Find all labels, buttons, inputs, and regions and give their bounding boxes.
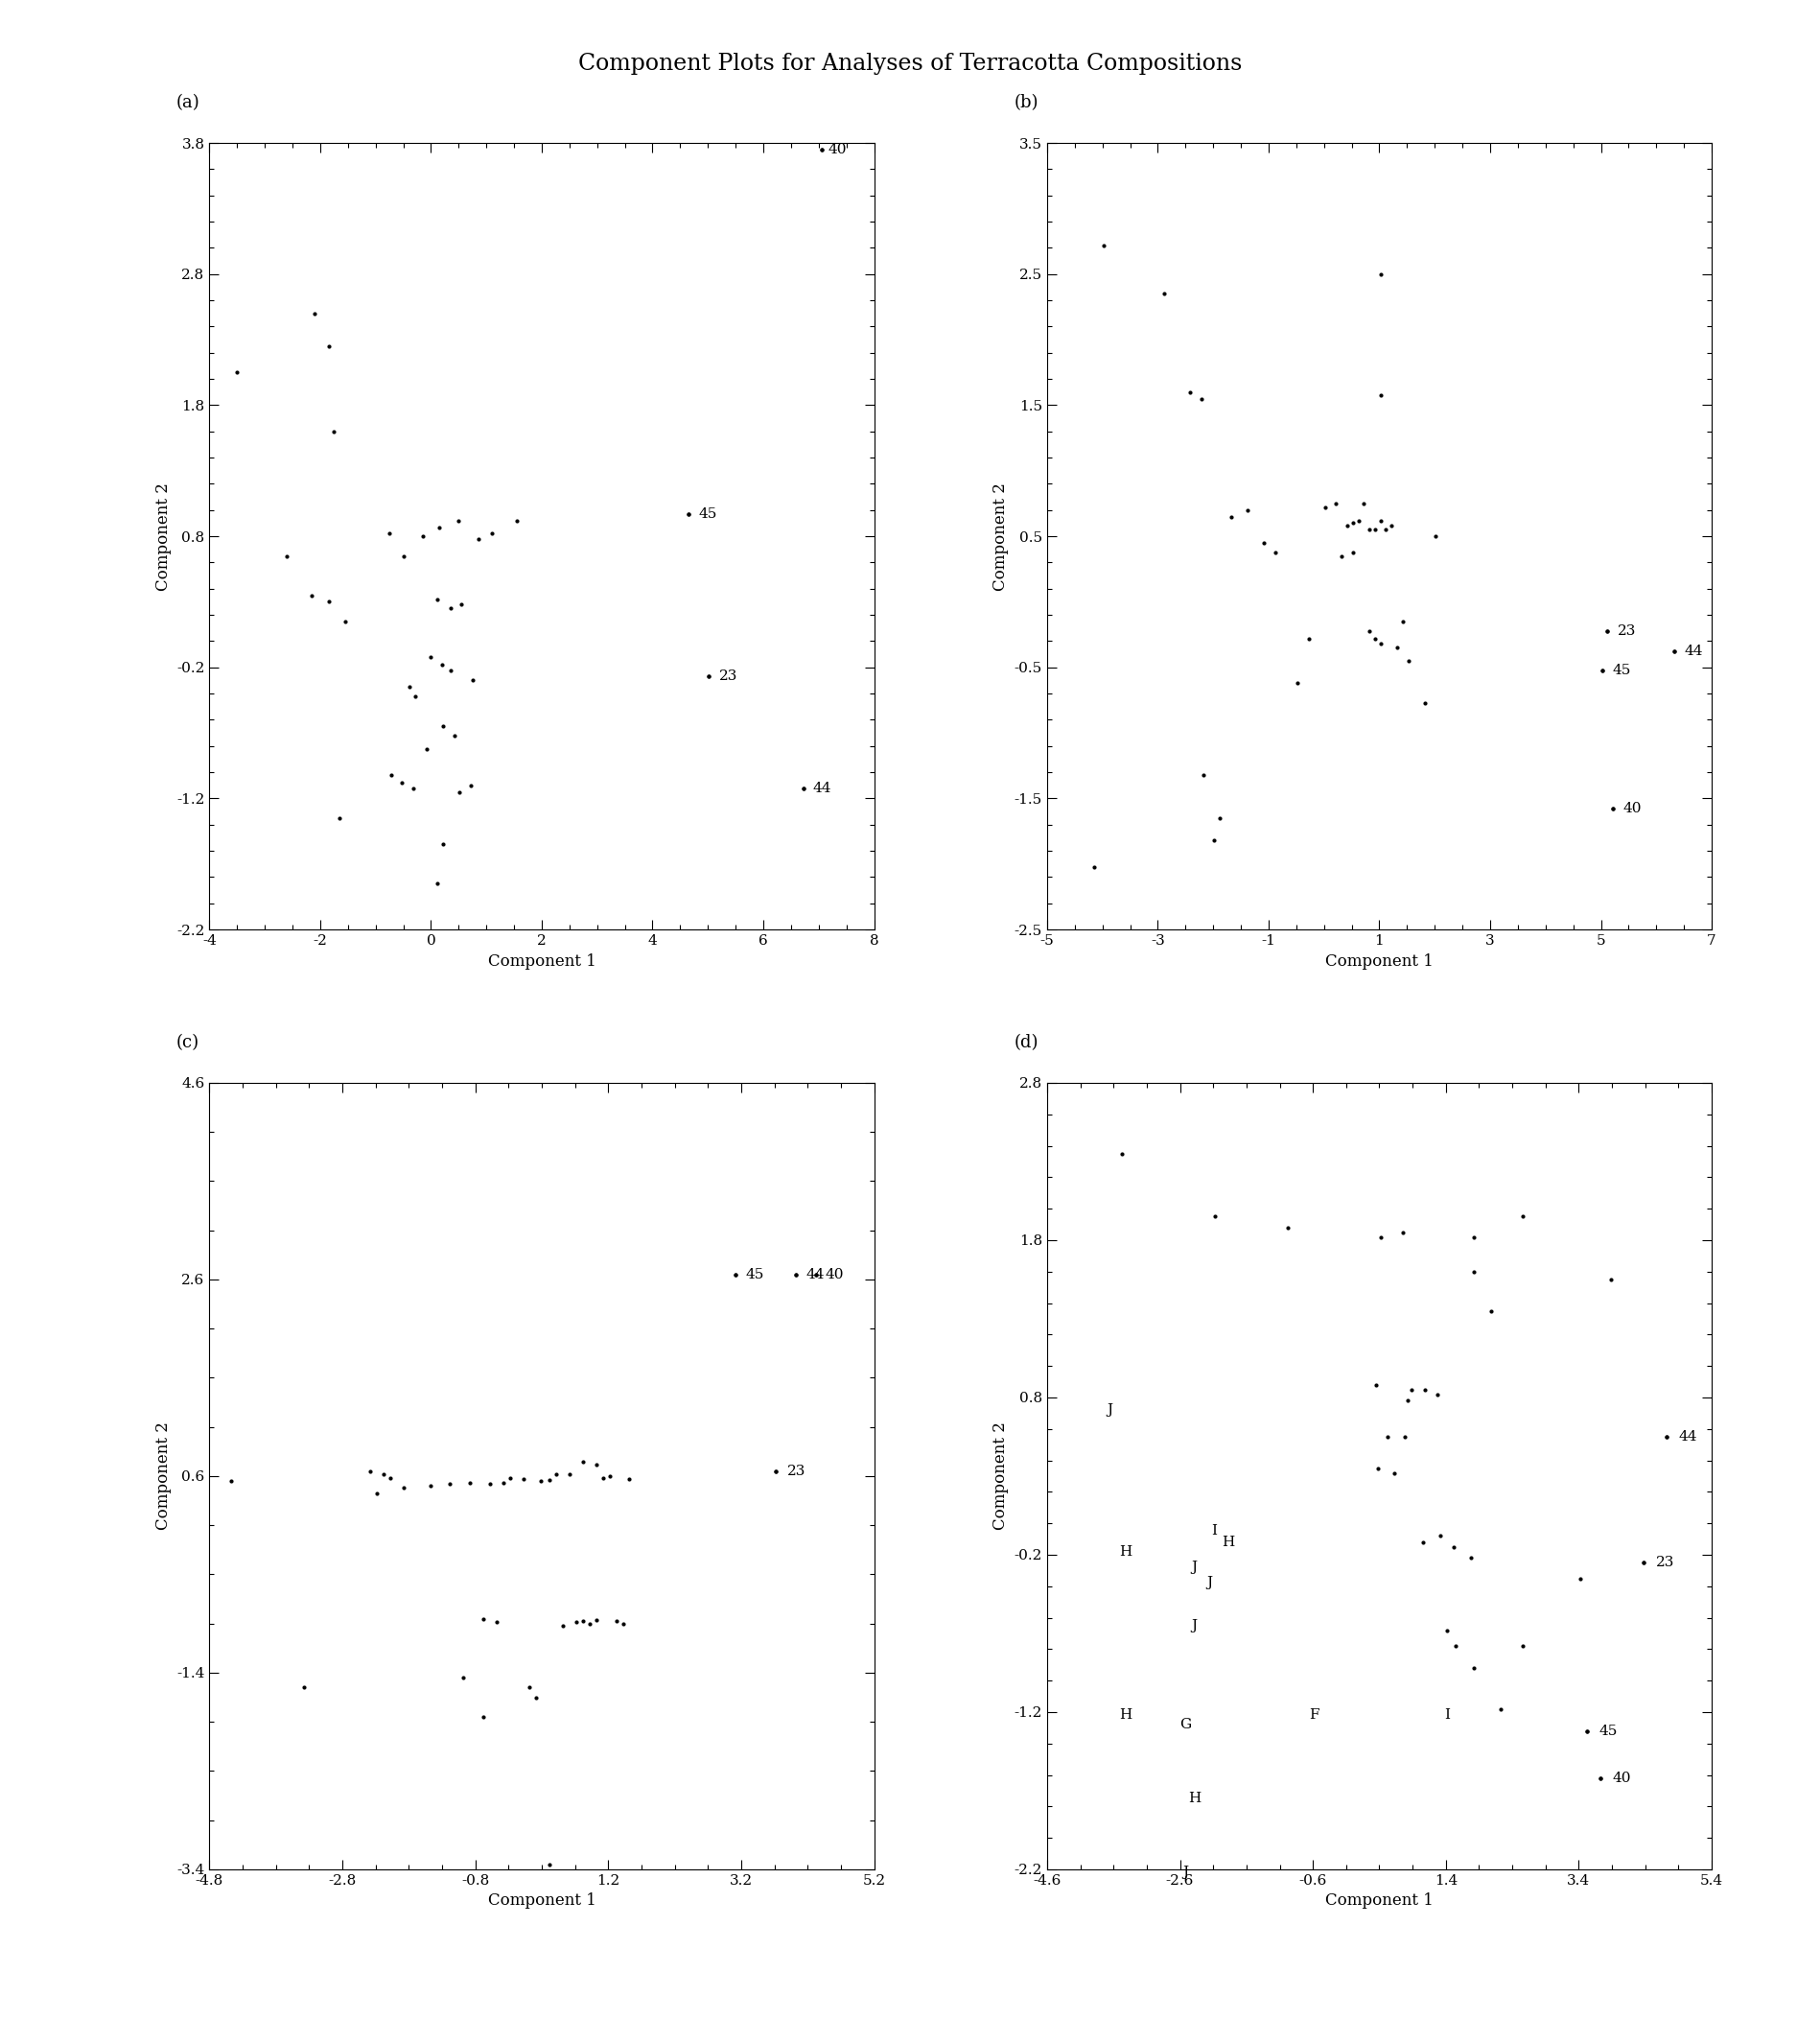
Text: J: J bbox=[1107, 1404, 1112, 1416]
Text: 40: 40 bbox=[1622, 803, 1642, 815]
Text: F: F bbox=[1309, 1708, 1318, 1722]
Text: 40: 40 bbox=[828, 143, 846, 155]
Text: H: H bbox=[1188, 1792, 1201, 1806]
Y-axis label: Component 2: Component 2 bbox=[155, 482, 171, 590]
Text: I: I bbox=[1210, 1524, 1218, 1538]
Text: 44: 44 bbox=[1678, 1430, 1696, 1444]
Text: 45: 45 bbox=[699, 507, 717, 521]
Y-axis label: Component 2: Component 2 bbox=[992, 482, 1008, 590]
Text: G: G bbox=[1179, 1718, 1190, 1730]
Y-axis label: Component 2: Component 2 bbox=[155, 1422, 171, 1530]
Text: H: H bbox=[1221, 1536, 1234, 1549]
X-axis label: Component 1: Component 1 bbox=[1325, 952, 1432, 968]
Text: (d): (d) bbox=[1014, 1034, 1037, 1052]
Text: 23: 23 bbox=[788, 1465, 806, 1477]
Text: J: J bbox=[1190, 1618, 1198, 1632]
Text: I: I bbox=[1443, 1708, 1449, 1722]
Text: 45: 45 bbox=[746, 1269, 764, 1281]
Text: 23: 23 bbox=[1654, 1557, 1674, 1569]
Text: (c): (c) bbox=[177, 1034, 198, 1052]
Text: 44: 44 bbox=[804, 1269, 824, 1281]
X-axis label: Component 1: Component 1 bbox=[488, 952, 595, 968]
Text: 44: 44 bbox=[1684, 646, 1702, 658]
Text: 45: 45 bbox=[1611, 664, 1629, 676]
Text: J: J bbox=[1190, 1561, 1198, 1573]
Text: H: H bbox=[1119, 1708, 1132, 1722]
Text: Component Plots for Analyses of Terracotta Compositions: Component Plots for Analyses of Terracot… bbox=[579, 53, 1241, 76]
X-axis label: Component 1: Component 1 bbox=[1325, 1892, 1432, 1908]
Text: (b): (b) bbox=[1014, 94, 1037, 112]
Text: H: H bbox=[1119, 1545, 1132, 1559]
Text: 23: 23 bbox=[719, 670, 737, 682]
Text: J: J bbox=[1181, 1865, 1188, 1880]
Text: 40: 40 bbox=[824, 1269, 844, 1281]
Text: 40: 40 bbox=[1611, 1771, 1631, 1786]
Y-axis label: Component 2: Component 2 bbox=[992, 1422, 1008, 1530]
Text: 45: 45 bbox=[1598, 1724, 1616, 1739]
Text: J: J bbox=[1207, 1577, 1212, 1589]
Text: (a): (a) bbox=[177, 94, 200, 112]
X-axis label: Component 1: Component 1 bbox=[488, 1892, 595, 1908]
Text: 23: 23 bbox=[1616, 623, 1634, 637]
Text: 44: 44 bbox=[814, 780, 832, 795]
